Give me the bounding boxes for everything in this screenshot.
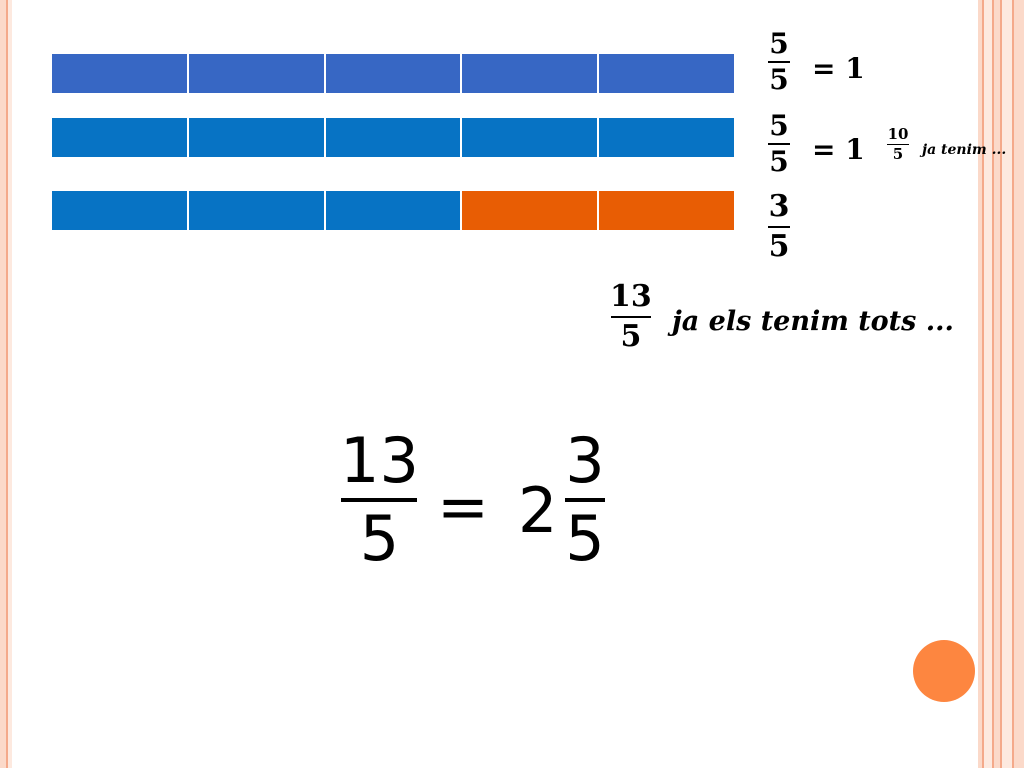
row2-fraction: 5 5 bbox=[768, 112, 790, 176]
bar-cell bbox=[325, 191, 463, 230]
row2-equals: = 1 bbox=[812, 133, 865, 166]
bar-cell bbox=[599, 191, 734, 230]
row1-denominator: 5 bbox=[769, 63, 789, 96]
total-note: ja els tenim tots ... bbox=[672, 306, 954, 337]
result-denominator: 5 bbox=[359, 502, 400, 575]
total-fraction: 13 5 bbox=[610, 282, 652, 352]
row1-equals: = 1 bbox=[812, 52, 865, 85]
row3-fraction: 3 5 bbox=[768, 192, 790, 262]
bar-cell bbox=[188, 191, 326, 230]
row2-small-denominator: 5 bbox=[892, 145, 904, 163]
fraction-bar-1 bbox=[52, 54, 734, 93]
row2-small-fraction: 10 5 bbox=[887, 127, 909, 162]
bar-cell bbox=[462, 118, 600, 157]
bar-cell bbox=[52, 191, 189, 230]
row2-note: ja tenim ... bbox=[922, 142, 1007, 158]
slide-nav-circle[interactable] bbox=[913, 640, 975, 702]
result-whole-number: 2 bbox=[518, 474, 558, 547]
bar-cell bbox=[462, 54, 600, 93]
right-decorative-border bbox=[978, 0, 1024, 768]
row3-numerator: 3 bbox=[768, 189, 790, 224]
bar-cell bbox=[52, 54, 189, 93]
left-decorative-border bbox=[0, 0, 12, 768]
result-numerator: 13 bbox=[340, 424, 419, 497]
row2-small-numerator: 10 bbox=[887, 125, 909, 143]
bar-cell bbox=[462, 191, 600, 230]
fraction-bar-3 bbox=[52, 191, 734, 230]
result-equals: = bbox=[437, 470, 489, 543]
row1-numerator: 5 bbox=[769, 27, 789, 60]
total-denominator: 5 bbox=[620, 319, 642, 354]
bar-cell bbox=[599, 118, 734, 157]
fraction-bar-2 bbox=[52, 118, 734, 157]
result-mixed-denominator: 5 bbox=[565, 502, 605, 575]
bar-cell bbox=[325, 118, 463, 157]
total-numerator: 13 bbox=[610, 279, 652, 314]
row2-numerator: 5 bbox=[769, 109, 789, 142]
row3-denominator: 5 bbox=[768, 229, 790, 264]
bar-cell bbox=[599, 54, 734, 93]
result-fraction: 13 5 bbox=[340, 430, 419, 570]
bar-cell bbox=[188, 118, 326, 157]
row2-denominator: 5 bbox=[769, 145, 789, 178]
bar-cell bbox=[325, 54, 463, 93]
result-mixed-numerator: 3 bbox=[565, 424, 605, 497]
bar-cell bbox=[52, 118, 189, 157]
bar-cell bbox=[188, 54, 326, 93]
row1-fraction: 5 5 bbox=[768, 30, 790, 94]
result-mixed-fraction: 3 5 bbox=[565, 430, 605, 570]
